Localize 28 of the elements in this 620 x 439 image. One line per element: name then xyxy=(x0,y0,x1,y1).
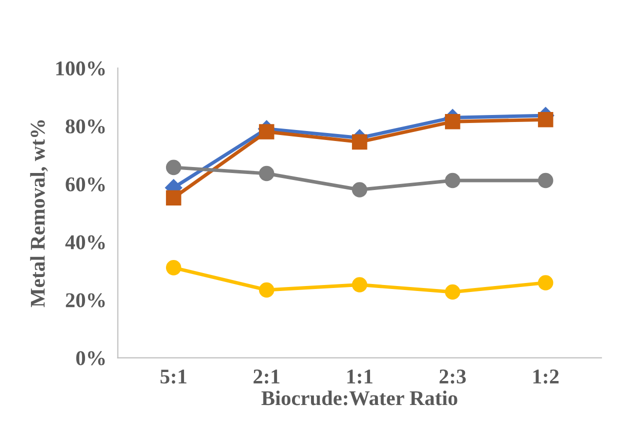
point xyxy=(166,190,182,206)
point xyxy=(352,182,368,198)
y-tick-label: 40% xyxy=(65,235,105,250)
point xyxy=(258,124,274,140)
point xyxy=(538,172,554,188)
y-tick-label: 20% xyxy=(66,293,105,308)
point xyxy=(352,134,368,150)
point xyxy=(538,275,554,290)
x-tick-label: 1:2 xyxy=(533,370,559,384)
y-tick-label: 100% xyxy=(56,61,105,76)
x-tick-label: 5:1 xyxy=(160,370,186,384)
point xyxy=(444,284,460,300)
y-axis-title: Metal Removal, wt% xyxy=(30,120,48,308)
point xyxy=(538,112,554,128)
y-tick-label: 60% xyxy=(66,177,105,192)
point xyxy=(258,166,274,182)
y-tick-label: 0% xyxy=(76,351,105,366)
point xyxy=(166,160,182,176)
x-axis-title: Biocrude:Water Ratio xyxy=(261,390,458,406)
point xyxy=(444,114,460,130)
x-tick-label: 2:3 xyxy=(440,370,466,384)
point xyxy=(444,172,460,188)
point xyxy=(352,277,368,292)
point xyxy=(166,260,182,276)
x-tick-label: 2:1 xyxy=(254,370,280,384)
point xyxy=(258,282,274,298)
x-tick-label: 1:1 xyxy=(347,370,372,384)
y-tick-label: 80% xyxy=(66,119,105,134)
